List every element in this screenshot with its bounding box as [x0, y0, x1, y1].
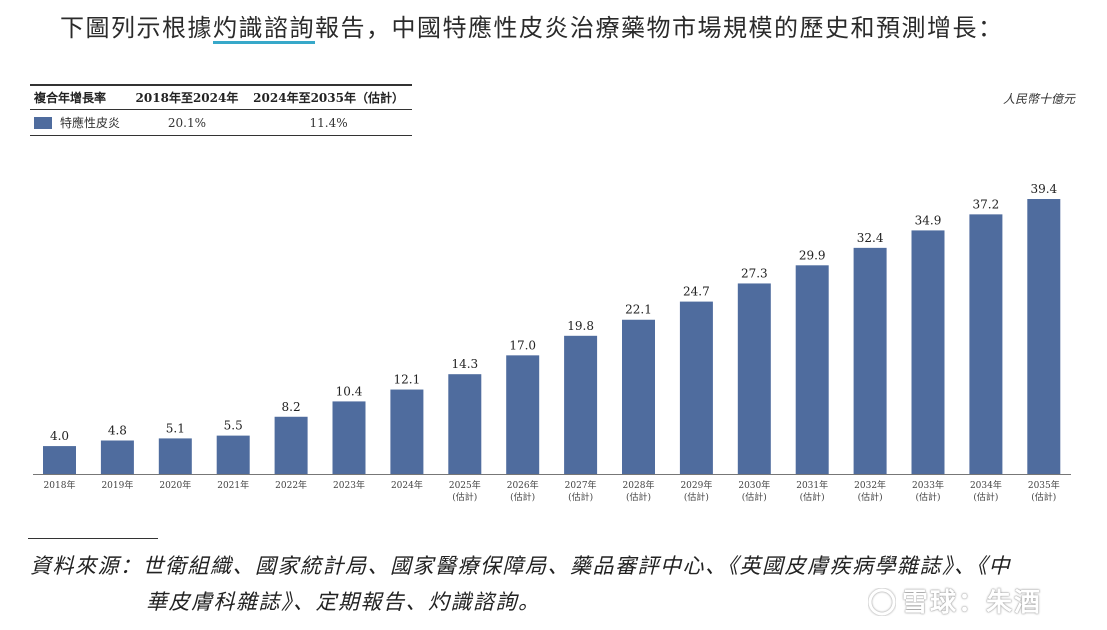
- value-label: 4.0: [50, 429, 69, 443]
- legend-swatch: [34, 117, 52, 129]
- x-tick-label: 2018年: [44, 479, 76, 491]
- value-label: 4.8: [108, 423, 127, 437]
- x-tick-sublabel: (估計): [684, 491, 709, 503]
- x-tick-label: 2023年: [333, 479, 365, 491]
- unit-label: 人民幣十億元: [1002, 92, 1075, 106]
- x-tick-label: 2029年: [680, 479, 712, 491]
- x-tick-sublabel: (估計): [915, 491, 940, 503]
- x-tick-sublabel: (估計): [452, 491, 477, 503]
- x-tick-sublabel: (估計): [568, 491, 593, 503]
- x-tick-label: 2019年: [101, 479, 133, 491]
- bar-2027年: [564, 335, 598, 474]
- bar-2024年: [390, 389, 424, 474]
- bar-group: 4.0 2018年 4.8 2019年 5.1 2020年 5.5 2021年 8.2 2022年…: [43, 182, 1061, 503]
- x-tick-sublabel: (估計): [742, 491, 767, 503]
- bar-2026年: [506, 355, 540, 474]
- intro-text: 下圖列示根據灼識諮詢報告，中國特應性皮炎治療藥物市場規模的歷史和預測增長：: [60, 8, 1100, 43]
- value-label: 39.4: [1030, 182, 1057, 196]
- x-tick-label: 2034年: [970, 479, 1002, 491]
- value-label: 14.3: [451, 357, 478, 371]
- value-label: 8.2: [282, 400, 301, 414]
- cagr-header-period-1: 2018年至2024年: [128, 84, 246, 110]
- bar-2030年: [737, 283, 771, 474]
- bar-2025年: [448, 374, 482, 474]
- snowball-logo-icon: [868, 588, 896, 616]
- cagr-header-period-2: 2024年至2035年（估計）: [245, 84, 412, 110]
- intro-after: 報告，中國特應性皮炎治療藥物市場規模的歷史和預測增長：: [315, 14, 1004, 42]
- x-tick-sublabel: (估計): [1031, 491, 1056, 503]
- watermark: 雪球：朱酒: [868, 582, 1042, 619]
- cagr-row: 特應性皮炎 20.1% 11.4%: [30, 109, 412, 136]
- x-tick-label: 2020年: [159, 479, 191, 491]
- value-label: 34.9: [915, 213, 942, 227]
- x-tick-label: 2030年: [738, 479, 770, 491]
- bar-2020年: [158, 438, 192, 474]
- value-label: 5.5: [224, 419, 243, 433]
- value-label: 32.4: [857, 231, 884, 245]
- value-label: 29.9: [799, 248, 826, 262]
- cagr-row-label: 特應性皮炎: [60, 116, 121, 130]
- cagr-value-1: 20.1%: [128, 109, 246, 136]
- source-line-2: 華皮膚科雜誌》、定期報告、灼識諮詢。: [146, 590, 541, 614]
- bar-2031年: [795, 265, 829, 474]
- value-label: 27.3: [741, 266, 768, 280]
- x-tick-sublabel: (估計): [800, 491, 825, 503]
- cagr-row-label-cell: 特應性皮炎: [30, 109, 129, 136]
- bar-2019年: [100, 440, 134, 474]
- value-label: 24.7: [683, 285, 710, 299]
- intro-before: 下圖列示根據: [60, 14, 213, 42]
- bar-2021年: [216, 435, 250, 474]
- x-tick-label: 2031年: [796, 479, 828, 491]
- x-tick-sublabel: (估計): [973, 491, 998, 503]
- bar-2023年: [332, 401, 366, 474]
- source-rule: [28, 538, 158, 539]
- x-tick-label: 2032年: [854, 479, 886, 491]
- intro-highlight: 灼識諮詢: [213, 14, 315, 42]
- cagr-header-row: 複合年增長率 2018年至2024年 2024年至2035年（估計）: [30, 84, 412, 110]
- x-tick-label: 2035年: [1028, 479, 1060, 491]
- x-tick-sublabel: (估計): [510, 491, 535, 503]
- x-tick-label: 2022年: [275, 479, 307, 491]
- x-tick-sublabel: (估計): [626, 491, 651, 503]
- bar-2028年: [622, 319, 655, 474]
- x-tick-sublabel: (估計): [858, 491, 883, 503]
- value-label: 19.8: [567, 319, 594, 333]
- value-label: 10.4: [336, 384, 363, 398]
- x-tick-label: 2024年: [391, 479, 423, 491]
- x-tick-label: 2033年: [912, 479, 944, 491]
- source-line-1: 資料來源：世衛組織、國家統計局、國家醫療保障局、藥品審評中心、《英國皮膚疾病學雜…: [30, 554, 1011, 578]
- bar-2022年: [274, 416, 308, 474]
- cagr-value-2: 11.4%: [245, 109, 412, 136]
- value-label: 37.2: [973, 197, 1000, 211]
- cagr-header-label: 複合年增長率: [30, 84, 129, 110]
- cagr-table: 複合年增長率 2018年至2024年 2024年至2035年（估計） 特應性皮炎…: [30, 84, 412, 136]
- value-label: 5.1: [166, 421, 185, 435]
- x-tick-label: 2027年: [565, 479, 597, 491]
- bar-2029年: [679, 301, 713, 474]
- x-tick-label: 2028年: [623, 479, 655, 491]
- value-label: 12.1: [394, 373, 421, 387]
- value-label: 22.1: [625, 303, 652, 317]
- value-label: 17.0: [509, 338, 536, 352]
- x-tick-label: 2026年: [507, 479, 539, 491]
- x-tick-label: 2021年: [217, 479, 249, 491]
- source-note: 資料來源：世衛組織、國家統計局、國家醫療保障局、藥品審評中心、《英國皮膚疾病學雜…: [30, 548, 1090, 620]
- bar-2035年: [1027, 199, 1061, 474]
- watermark-text: 雪球：朱酒: [902, 588, 1043, 618]
- bar-2018年: [43, 446, 76, 474]
- bar-2033年: [911, 230, 945, 474]
- bar-2032年: [853, 247, 887, 474]
- bar-2034年: [969, 214, 1003, 474]
- x-tick-label: 2025年: [449, 479, 481, 491]
